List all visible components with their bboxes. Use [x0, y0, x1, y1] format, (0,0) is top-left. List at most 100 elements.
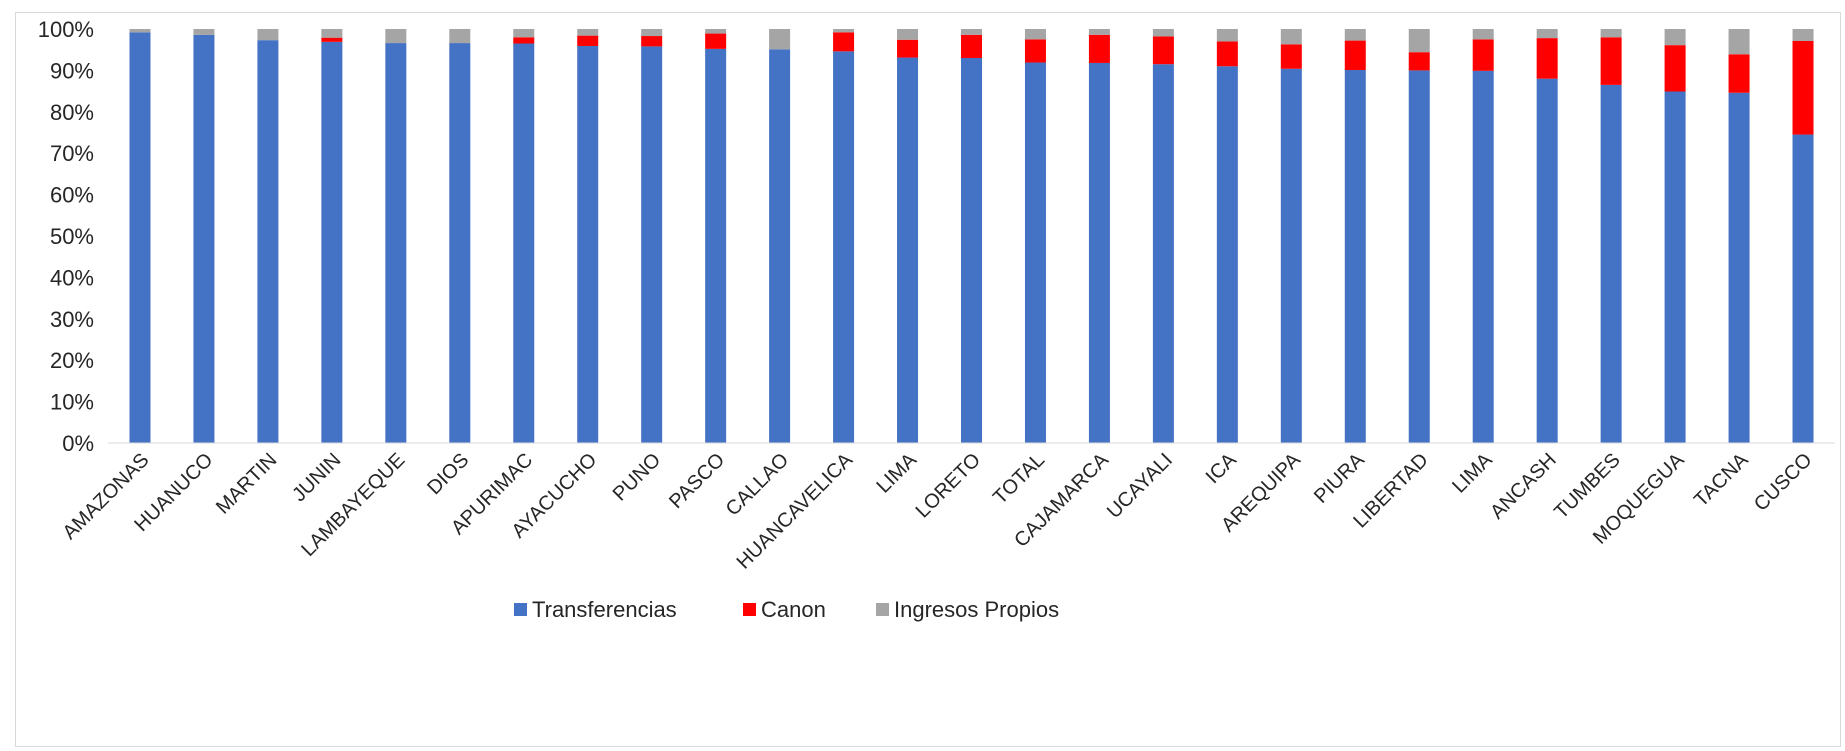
x-tick-label: HUANCAVELICA [733, 449, 858, 574]
bar-transferencias [641, 46, 663, 443]
legend-swatch [514, 603, 527, 616]
x-tick-label: ANCASH [1486, 449, 1561, 524]
bar-transferencias [1792, 134, 1814, 443]
bar-transferencias [1152, 64, 1174, 443]
bar-transferencias [321, 41, 343, 444]
bar-transferencias [1728, 92, 1750, 444]
bar-ingresos-propios [129, 29, 151, 33]
bar-canon [961, 34, 982, 58]
bar-transferencias [961, 57, 982, 443]
bar-canon [1792, 41, 1814, 135]
bar-ingresos-propios [193, 29, 215, 35]
x-tick-label: LORETO [912, 449, 985, 522]
bar-ingresos-propios [769, 29, 791, 50]
legend-swatch [876, 603, 889, 616]
bar-transferencias [1600, 84, 1622, 443]
x-tick-label: TACNA [1690, 449, 1753, 512]
bar-transferencias [513, 43, 535, 444]
y-tick-label: 50% [50, 224, 94, 249]
bar-canon [1472, 39, 1494, 71]
bar-transferencias [1280, 68, 1302, 443]
y-tick-label: 10% [50, 390, 94, 415]
bar-ingresos-propios [1024, 29, 1046, 40]
bar-ingresos-propios [1600, 29, 1622, 38]
bar-transferencias [257, 40, 279, 443]
y-tick-label: 60% [50, 183, 94, 208]
chart-frame [15, 12, 1841, 747]
bar-transferencias [1472, 70, 1494, 444]
legend-label: Transferencias [532, 597, 677, 622]
x-tick-label: UCAYALI [1103, 449, 1177, 523]
bar-transferencias [449, 43, 471, 444]
bar-transferencias [193, 34, 215, 444]
bar-transferencias [1664, 91, 1686, 443]
y-tick-label: 100% [38, 17, 94, 42]
bar-transferencias [1536, 78, 1558, 444]
bar-canon [897, 39, 919, 58]
bar-canon [1024, 39, 1046, 63]
bar-ingresos-propios [577, 29, 599, 36]
bar-ingresos-propios [321, 29, 343, 38]
bar-canon [1152, 36, 1174, 65]
y-tick-label: 20% [50, 348, 94, 373]
bar-ingresos-propios [1280, 29, 1302, 45]
bar-ingresos-propios [257, 29, 279, 41]
legend: Transferencias Canon Ingresos Propios [514, 597, 1059, 622]
x-tick-label: PUNO [609, 449, 665, 505]
bar-canon [1728, 54, 1750, 93]
x-tick-label: LIMA [1448, 449, 1497, 498]
bar-transferencias [769, 49, 791, 443]
bar-canon [705, 33, 727, 49]
bar-canon [1344, 40, 1366, 70]
x-tick-label: PASCO [665, 449, 729, 513]
bar-ingresos-propios [1216, 29, 1238, 42]
bar-ingresos-propios [449, 29, 471, 44]
bar-ingresos-propios [961, 29, 982, 35]
y-axis: 0% 10% 20% 30% 40% 50% 60% 70% 80% 90% 100% [38, 17, 94, 456]
bar-canon [833, 32, 855, 52]
bar-ingresos-propios [897, 29, 919, 40]
x-tick-label: JUNIN [288, 449, 345, 506]
x-tick-label: LIMA [873, 449, 922, 498]
bar-ingresos-propios [1152, 29, 1174, 37]
bar-canon [513, 37, 535, 44]
bar-ingresos-propios [1344, 29, 1366, 41]
bar-ingresos-propios [1728, 29, 1750, 55]
bar-transferencias [1408, 70, 1430, 444]
x-tick-label: TOTAL [989, 449, 1049, 509]
bar-ingresos-propios [1088, 29, 1110, 35]
x-tick-label: MARTIN [212, 449, 282, 519]
y-tick-label: 80% [50, 100, 94, 125]
bar-ingresos-propios [1664, 29, 1686, 46]
legend-label: Canon [761, 597, 826, 622]
bar-canon [641, 36, 663, 47]
bar-transferencias [1088, 62, 1110, 444]
bar-transferencias [705, 48, 727, 443]
x-tick-label: DIOS [423, 449, 473, 499]
bar-ingresos-propios [705, 29, 727, 34]
bar-ingresos-propios [641, 29, 663, 37]
y-tick-label: 30% [50, 307, 94, 332]
y-tick-label: 70% [50, 141, 94, 166]
bar-ingresos-propios [1408, 29, 1430, 53]
bar-canon [1088, 34, 1110, 63]
bar-transferencias [1216, 66, 1238, 443]
bar-ingresos-propios [1536, 29, 1558, 39]
bar-ingresos-propios [833, 29, 855, 33]
bar-canon [321, 37, 343, 42]
bar-ingresos-propios [1792, 29, 1814, 42]
bar-canon [1664, 45, 1686, 92]
bar-transferencias [1344, 69, 1366, 444]
legend-label: Ingresos Propios [894, 597, 1059, 622]
bar-canon [577, 35, 599, 46]
bar-ingresos-propios [385, 29, 407, 44]
bar-transferencias [1024, 62, 1046, 444]
legend-swatch [743, 603, 756, 616]
bars [129, 29, 1814, 444]
y-tick-label: 90% [50, 58, 94, 83]
bar-canon [1600, 37, 1622, 85]
bar-canon [1536, 38, 1558, 79]
x-tick-label: PIURA [1310, 449, 1369, 508]
